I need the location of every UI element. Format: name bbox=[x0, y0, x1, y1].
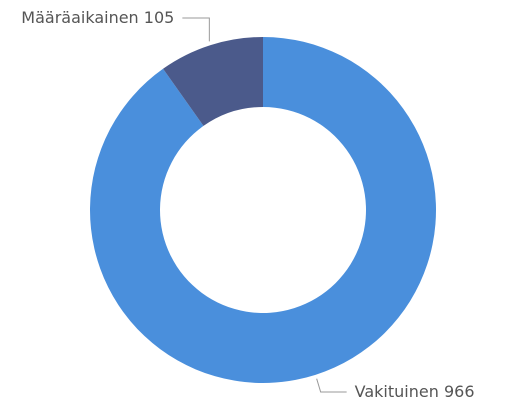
slice-label: Vakituinen 966 bbox=[355, 382, 475, 401]
slice-label: Määräaikainen 105 bbox=[21, 8, 174, 27]
donut-slice bbox=[90, 37, 437, 383]
leader-line bbox=[182, 17, 210, 42]
slice-label-value: 105 bbox=[144, 8, 175, 27]
slice-label-name: Määräaikainen bbox=[21, 8, 138, 27]
slice-label-value: 966 bbox=[444, 382, 475, 401]
slice-label-name: Vakituinen bbox=[355, 382, 439, 401]
leader-line bbox=[316, 378, 347, 393]
donut-slice bbox=[163, 37, 263, 126]
